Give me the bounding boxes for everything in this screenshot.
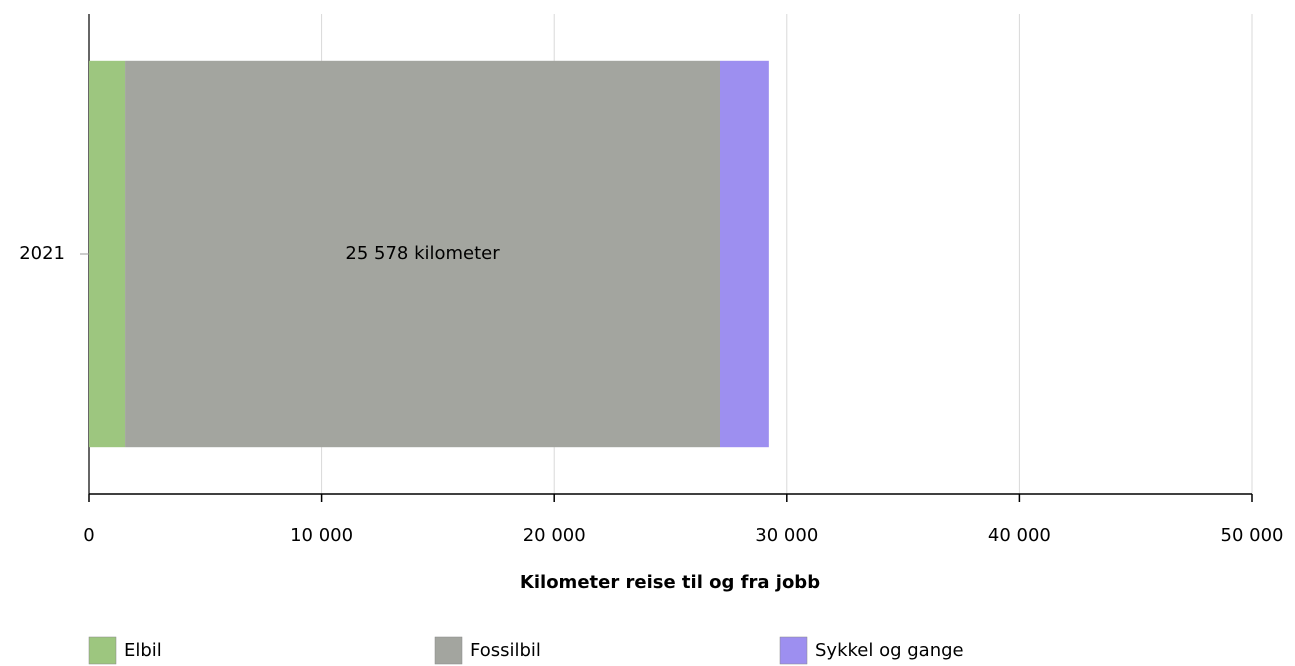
bar-segment [89, 60, 126, 448]
x-tick-label: 40 000 [988, 525, 1051, 546]
legend-label: Fossilbil [470, 640, 541, 661]
x-tick-label: 30 000 [755, 525, 818, 546]
bar-segment [719, 60, 769, 448]
legend-swatch [434, 636, 463, 665]
x-tick-label: 50 000 [1221, 525, 1284, 546]
data-label: 25 578 kilometer [345, 243, 500, 264]
legend-label: Sykkel og gange [815, 640, 964, 661]
legend-swatch [88, 636, 117, 665]
legend-swatch [779, 636, 808, 665]
bar-segment [125, 60, 720, 448]
x-tick-label: 20 000 [523, 525, 586, 546]
y-tick-label: 2021 [19, 243, 65, 264]
x-tick-label: 0 [83, 525, 94, 546]
x-axis-title: Kilometer reise til og fra jobb [520, 572, 820, 593]
legend-label: Elbil [124, 640, 162, 661]
x-tick-label: 10 000 [290, 525, 353, 546]
